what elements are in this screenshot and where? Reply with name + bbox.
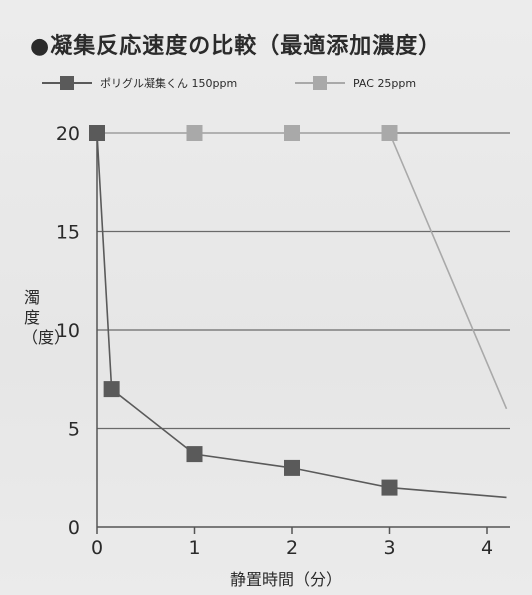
- x-tick-label-4: 4: [481, 537, 493, 559]
- data-point-pac-3: [381, 125, 398, 141]
- legend-item-pac: PAC 25ppm: [295, 75, 416, 91]
- y-tick-label-0: 0: [68, 517, 80, 539]
- data-point-polyglu-1: [103, 381, 120, 398]
- x-tick-label-1: 1: [188, 537, 200, 559]
- legend-item-polyglu: ポリグル凝集くん 150ppm: [42, 75, 237, 91]
- legend-swatch-polyglu: [42, 75, 92, 91]
- x-tick-label-0: 0: [91, 537, 103, 559]
- data-point-polyglu-3: [284, 459, 300, 476]
- data-point-polyglu-0: [89, 125, 105, 141]
- y-tick-label-1: 5: [68, 419, 80, 441]
- data-point-pac-2: [284, 125, 300, 141]
- data-point-polyglu-4: [381, 479, 398, 496]
- legend-label-polyglu: ポリグル凝集くん 150ppm: [100, 77, 238, 90]
- y-tick-label-2: 10: [56, 320, 80, 342]
- y-tick-label-4: 20: [56, 123, 80, 145]
- legend-swatch-pac: [295, 75, 345, 91]
- data-point-polyglu-2: [186, 446, 203, 463]
- data-point-pac-1: [186, 125, 203, 141]
- series-line-pac: [97, 132, 508, 410]
- x-axis-label: 静置時間（分）: [230, 570, 343, 589]
- legend-label-pac: PAC 25ppm: [353, 76, 417, 90]
- series-line-polyglu: [96, 132, 507, 499]
- y-tick-label-3: 15: [56, 222, 80, 244]
- y-axis-label: 濁度（度）: [22, 288, 70, 347]
- x-tick-label-2: 2: [286, 537, 298, 559]
- x-tick-label-3: 3: [383, 537, 395, 559]
- chart-title: ●凝集反応速度の比較（最適添加濃度）: [30, 34, 442, 59]
